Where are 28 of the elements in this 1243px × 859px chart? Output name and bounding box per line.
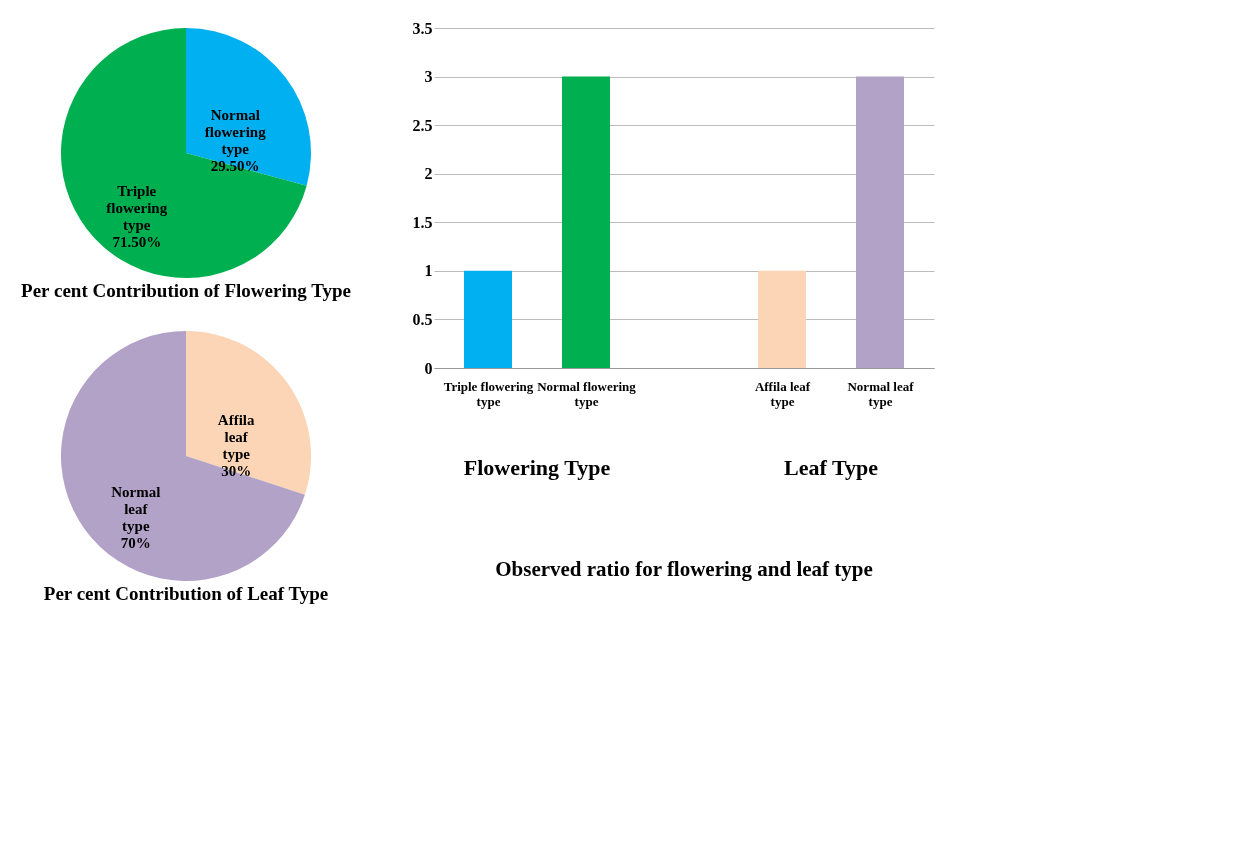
y-tick-label: 0.5 <box>412 310 433 328</box>
data-label: 70% <box>120 535 151 552</box>
pie-slice <box>61 28 307 278</box>
y-tick-label: 1 <box>424 262 433 280</box>
y-tick-label: 1.5 <box>412 213 433 231</box>
slice-label: Triple flowering type <box>106 182 168 233</box>
text: Per cent Contribution of Flowering Type <box>21 280 351 301</box>
pie-slice <box>186 331 311 495</box>
x-tick-label: Normal leaf type <box>847 378 915 409</box>
y-tick-label: 3 <box>424 68 433 86</box>
slice-label: Normal leaf type <box>111 484 161 535</box>
x-tick-label: Triple flowering type <box>443 378 534 409</box>
y-tick-label: 3.5 <box>412 19 433 37</box>
x-tick-label: Normal flowering type <box>537 378 637 409</box>
pie-slice <box>186 28 311 186</box>
y-tick-label: 2.5 <box>412 116 433 134</box>
text: Per cent Contribution of Leaf Type <box>43 583 329 604</box>
x-tick-label: Affila leaf type <box>754 378 811 409</box>
text: Observed ratio for flowering and leaf type <box>495 557 873 581</box>
text: Leaf Type <box>784 455 879 480</box>
pie-slice <box>61 331 305 581</box>
slice-label: Normal flowering type <box>204 107 267 158</box>
slice-label: Affila leaf type <box>217 411 255 462</box>
text: Flowering Type <box>463 455 611 480</box>
data-label: 30% <box>221 462 252 479</box>
data-label: 71.50% <box>112 233 162 250</box>
y-tick-label: 0 <box>424 359 433 377</box>
y-tick-label: 2 <box>424 165 433 183</box>
